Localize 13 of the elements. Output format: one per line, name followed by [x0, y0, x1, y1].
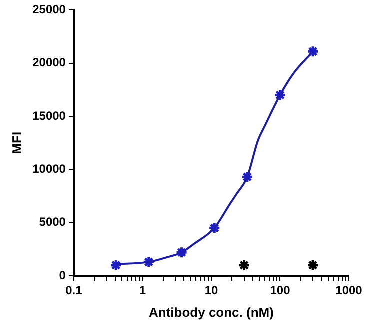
x-tick-label: 100 — [270, 284, 291, 298]
y-axis-title: MFI — [9, 132, 24, 154]
x-tick-label: 0.1 — [66, 284, 83, 298]
y-tick-label: 25000 — [32, 2, 66, 17]
y-tick-label: 15000 — [32, 108, 66, 123]
x-axis-title: Antibody conc. (nM) — [149, 304, 274, 320]
y-tick-label: 5000 — [39, 215, 66, 230]
y-tick-label: 20000 — [32, 56, 66, 70]
x-tick-label: 1 — [139, 284, 146, 298]
y-tick-label: 0 — [59, 268, 66, 282]
y-tick-label: 10000 — [32, 162, 66, 176]
x-tick-label: 1000 — [336, 284, 363, 298]
x-tick-label: 10 — [204, 284, 218, 298]
